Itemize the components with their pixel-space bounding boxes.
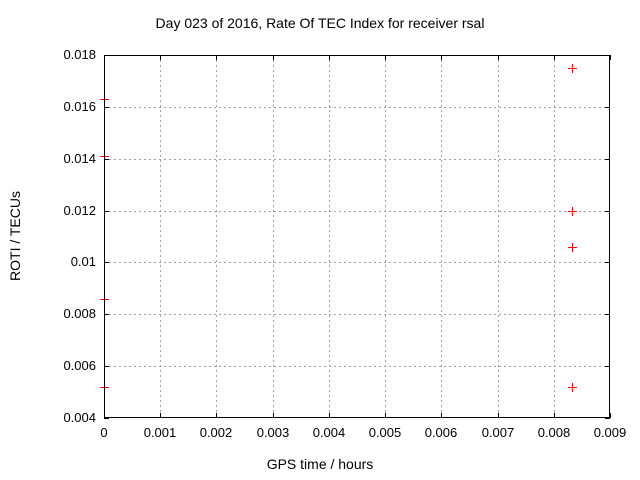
x-tick-mark	[273, 55, 274, 60]
y-tick-mark	[104, 107, 109, 108]
x-tick-mark	[554, 55, 555, 60]
y-tick-mark	[605, 211, 610, 212]
y-tick-mark	[605, 262, 610, 263]
y-tick-mark	[605, 107, 610, 108]
x-tick-mark	[329, 413, 330, 418]
y-tick-mark	[605, 418, 610, 419]
gridline-vertical	[273, 55, 274, 418]
x-tick-mark	[610, 413, 611, 418]
x-tick-label: 0.001	[143, 425, 177, 440]
gridline-vertical	[441, 55, 442, 418]
plot-area	[100, 55, 611, 419]
x-tick-mark	[498, 413, 499, 418]
data-point-marker	[568, 207, 577, 216]
y-tick-label: 0.012	[63, 203, 96, 218]
x-tick-mark	[385, 413, 386, 418]
x-tick-mark	[385, 55, 386, 60]
y-tick-label: 0.018	[63, 47, 96, 62]
gridline-horizontal	[104, 262, 610, 263]
x-tick-label: 0.007	[481, 425, 515, 440]
x-tick-label: 0.006	[424, 425, 458, 440]
gridline-vertical	[554, 55, 555, 418]
y-tick-mark	[104, 159, 109, 160]
gridline-horizontal	[104, 314, 610, 315]
x-tick-label: 0.008	[537, 425, 571, 440]
y-tick-mark	[104, 418, 109, 419]
y-tick-mark	[605, 159, 610, 160]
gridline-vertical	[385, 55, 386, 418]
y-tick-label: 0.008	[63, 306, 96, 321]
chart-title: Day 023 of 2016, Rate Of TEC Index for r…	[155, 15, 485, 31]
y-tick-mark	[104, 366, 109, 367]
x-tick-mark	[498, 55, 499, 60]
y-tick-label: 0.01	[70, 254, 96, 269]
gridline-horizontal	[104, 366, 610, 367]
x-tick-mark	[160, 55, 161, 60]
y-tick-mark	[104, 314, 109, 315]
gridline-horizontal	[104, 107, 610, 108]
y-tick-mark	[104, 211, 109, 212]
y-tick-label: 0.014	[63, 151, 96, 166]
gridline-vertical	[216, 55, 217, 418]
x-tick-label: 0.002	[199, 425, 233, 440]
gridline-horizontal	[104, 211, 610, 212]
x-tick-mark	[216, 55, 217, 60]
grid-layer	[104, 55, 610, 418]
x-tick-mark	[610, 55, 611, 60]
x-tick-label: 0	[100, 425, 108, 440]
x-tick-label: 0.004	[312, 425, 346, 440]
y-tick-mark	[605, 366, 610, 367]
x-tick-mark	[216, 413, 217, 418]
gridline-vertical	[160, 55, 161, 418]
y-tick-mark	[104, 262, 109, 263]
x-tick-label: 0.005	[368, 425, 402, 440]
gridline-horizontal	[104, 159, 610, 160]
y-tick-label: 0.004	[63, 410, 96, 425]
y-tick-label: 0.016	[63, 99, 96, 114]
y-tick-mark	[605, 55, 610, 56]
data-point-marker	[568, 243, 577, 252]
x-tick-mark	[554, 413, 555, 418]
y-tick-mark	[605, 314, 610, 315]
x-tick-mark	[329, 55, 330, 60]
x-tick-mark	[160, 413, 161, 418]
gridline-vertical	[498, 55, 499, 418]
x-axis-label: GPS time / hours	[266, 456, 374, 472]
y-tick-mark	[104, 55, 109, 56]
data-point-marker	[568, 64, 577, 73]
data-point-marker	[568, 383, 577, 392]
x-tick-label: 0.003	[256, 425, 290, 440]
y-axis-label: ROTI / TECUs	[7, 191, 23, 281]
x-tick-mark	[441, 55, 442, 60]
x-tick-mark	[273, 413, 274, 418]
x-tick-label: 0.009	[593, 425, 627, 440]
x-tick-mark	[441, 413, 442, 418]
tick-layer	[104, 55, 611, 419]
gridline-vertical	[329, 55, 330, 418]
y-tick-label: 0.006	[63, 358, 96, 373]
